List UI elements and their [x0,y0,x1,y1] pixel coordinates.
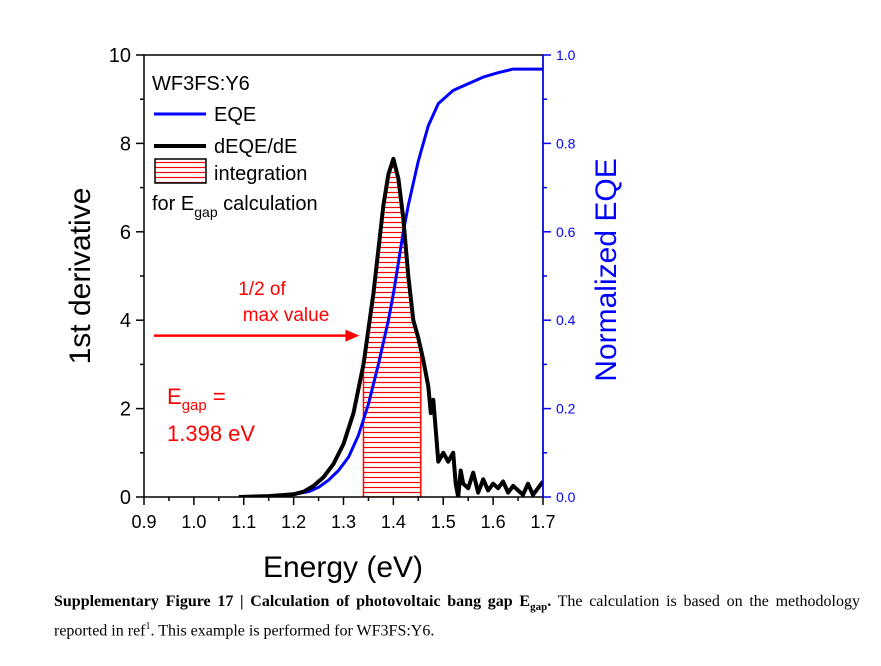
egap-label: Egap = [167,384,226,414]
y-left-tick-label: 4 [120,310,131,332]
legend-title: WF3FS:Y6 [152,73,250,95]
integration-area [362,156,422,497]
series-line-eqe [238,67,543,497]
legend-eqe-label: EQE [214,104,256,126]
caption-text-1: The calculation is based on the methodol… [54,593,861,640]
legend-deqe-label: dEQE/dE [214,136,297,158]
x-tick-label: 1.5 [431,512,456,532]
half-max-text-line2: max value [243,305,330,326]
legend-integration-swatch [154,158,207,184]
x-tick-label: 1.6 [481,512,506,532]
x-tick-label: 1.0 [181,512,206,532]
y-left-tick-label: 2 [120,399,131,421]
y-left-tick-label: 10 [109,45,131,67]
figure-caption: Supplementary Figure 17 | Calculation of… [54,592,860,641]
x-tick-label: 1.3 [331,512,356,532]
x-tick-label: 1.7 [530,512,555,532]
y-right-tick-label: 0.0 [556,489,576,505]
y-left-tick-label: 8 [120,133,131,155]
egap-value: 1.398 eV [167,421,255,446]
y-right-tick-label: 0.8 [556,135,576,151]
half-max-annotation: 1/2 of max value [154,279,360,342]
legend-integration-label: integration [214,163,307,185]
half-max-arrow-head [345,329,360,342]
series-line-deqe [238,156,543,497]
y-right-tick-label: 0.4 [556,312,576,328]
y-right-tick-label: 1.0 [556,47,576,63]
caption-title: Supplementary Figure 17 | Calculation of… [54,593,552,614]
x-tick-label: 1.1 [231,512,256,532]
y-left-tick-label: 0 [120,487,131,509]
y-left-axis-label: 1st derivative [64,188,97,365]
y-left-tick-label: 6 [120,222,131,244]
legend-integration-sub-label: for Egap calculation [152,193,318,220]
chart: 0.9 1.0 1.1 1.2 1.3 1.4 1.5 1.6 1.7 0 2 4 6 8 10 0.0 0.2… [64,45,623,584]
x-tick-label: 0.9 [131,512,156,532]
series-layer [238,67,543,497]
axis-ticks: 0.9 1.0 1.1 1.2 1.3 1.4 1.5 1.6 1.7 0 2 4 6 8 10 0.0 0.2… [109,45,576,532]
y-right-tick-label: 0.2 [556,401,576,417]
y-right-tick-label: 0.6 [556,224,576,240]
legend: WF3FS:Y6 EQE dEQE/dE integration for Ega… [152,73,318,220]
half-max-text-line1: 1/2 of [238,279,286,300]
caption-ref: 1 [145,621,151,633]
x-axis-label: Energy (eV) [263,551,423,584]
x-tick-label: 1.2 [281,512,306,532]
y-right-axis-label: Normalized EQE [590,158,623,381]
egap-annotation: Egap = 1.398 eV [167,384,255,446]
caption-text-2: . This example is performed for WF3FS:Y6… [150,622,435,640]
integration-region [362,156,422,497]
x-tick-label: 1.4 [381,512,406,532]
